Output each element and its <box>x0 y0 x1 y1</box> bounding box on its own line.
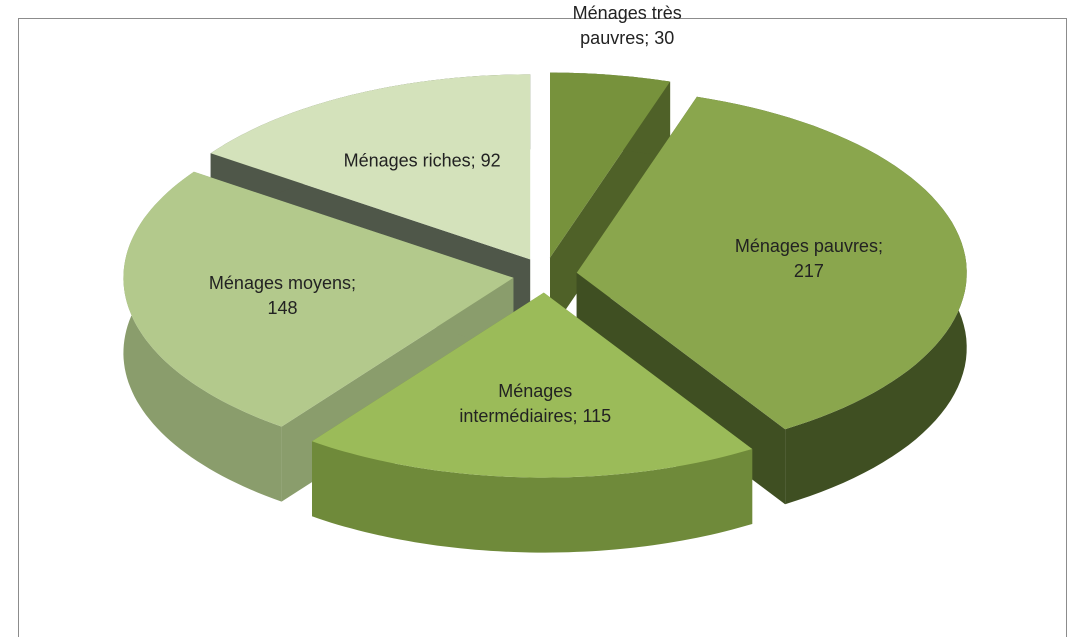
slice-top <box>123 171 514 427</box>
data-label: Ménages intermédiaires; 115 <box>459 380 612 426</box>
slice <box>312 292 753 553</box>
slice-top <box>312 292 753 478</box>
slice-top <box>210 74 531 260</box>
data-label: Ménages pauvres; 217 <box>734 235 883 281</box>
slice-top <box>576 96 967 430</box>
data-label: Ménages très pauvres; 30 <box>572 2 682 48</box>
data-label: Ménages riches; 92 <box>343 150 501 171</box>
slice-top <box>550 72 671 258</box>
slice-wall <box>312 441 753 553</box>
data-label: Ménages moyens; 148 <box>208 272 356 318</box>
